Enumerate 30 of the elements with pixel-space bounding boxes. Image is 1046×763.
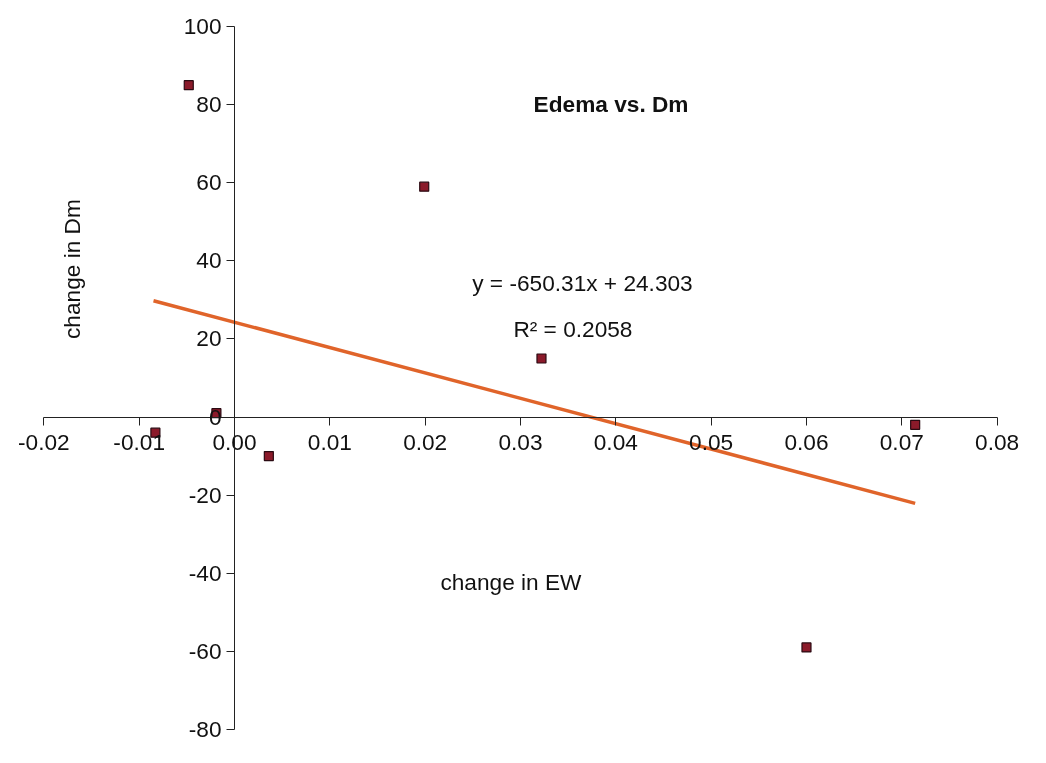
x-tick-label: 0.07 [879,429,924,456]
y-tick-label: -40 [188,559,222,586]
point [910,419,921,430]
x-tick-label: 0.08 [975,429,1020,456]
point [536,353,547,364]
y-tick-label: -80 [188,715,222,742]
x-tick-label: 0.04 [593,429,638,456]
y-tick-label: -20 [188,481,222,508]
point [263,450,274,462]
y-tick-label: -60 [188,637,222,664]
y-tick-label: 0 [208,403,222,430]
y-axis-title: change in Dm [59,199,86,339]
annotation: y = -650.31x + 24.303 [472,270,693,297]
x-tick-label: -0.02 [18,429,70,456]
y-tick-label: 80 [196,91,222,118]
x-tick-label: 0.02 [403,429,448,456]
annotation: R² = 0.2058 [513,315,633,342]
x-tick-label: 0.01 [307,429,352,456]
y-tick-label: 40 [196,247,222,274]
x-tick-label: 0.06 [784,429,829,456]
point [419,181,430,192]
x-axis-title: change in EW [440,568,583,595]
x-tick-label: -0.01 [113,429,166,456]
y-tick-label: 20 [196,325,222,352]
y-tick-label: 100 [183,13,222,40]
text: Edema vs. Dm [533,90,689,117]
y-tick-label: 60 [196,169,222,196]
point [801,642,812,653]
point [183,80,194,91]
x-tick-label: 0.03 [498,429,543,456]
